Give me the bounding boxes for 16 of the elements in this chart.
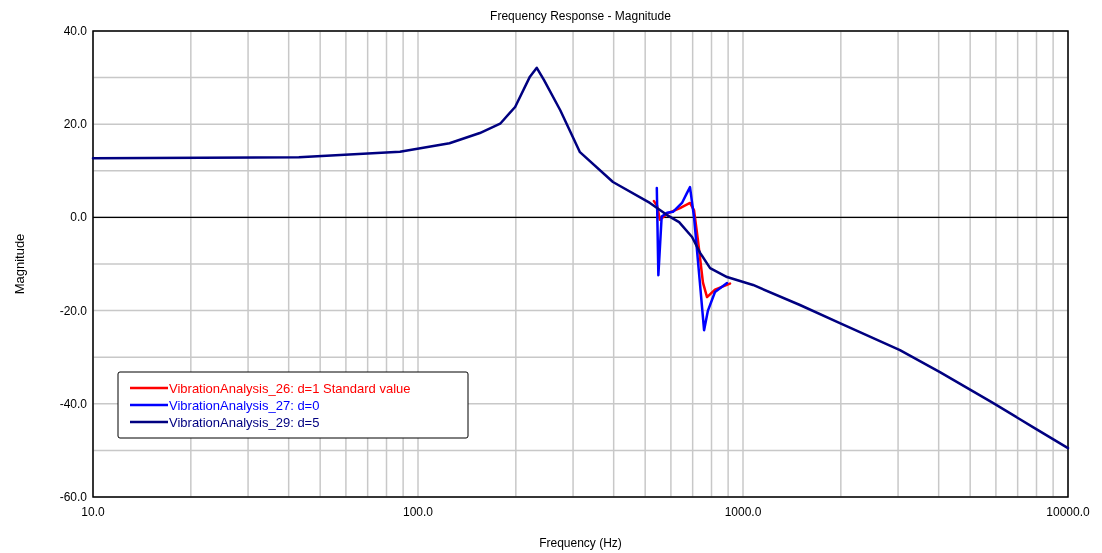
legend-label: VibrationAnalysis_29: d=5 — [169, 415, 320, 430]
y-tick-label: 0.0 — [70, 210, 88, 225]
y-tick-label: -60.0 — [59, 490, 88, 504]
chart-title: Frequency Response - Magnitude — [490, 9, 672, 23]
x-tick-label: 10000.0 — [1046, 505, 1091, 519]
x-axis-title: Frequency (Hz) — [539, 536, 622, 550]
y-tick-label: -40.0 — [59, 396, 88, 411]
y-tick-label: 20.0 — [63, 117, 88, 132]
legend-label: VibrationAnalysis_26: d=1 Standard value — [169, 381, 411, 396]
y-axis-title: Magnitude — [12, 233, 27, 295]
y-tick-label: -20.0 — [59, 303, 88, 318]
y-tick-label: 40.0 — [63, 24, 88, 38]
x-tick-label: 10.0 — [81, 505, 105, 519]
x-tick-label: 100.0 — [402, 505, 434, 519]
legend-label: VibrationAnalysis_27: d=0 — [169, 398, 320, 413]
x-tick-label: 1000.0 — [724, 505, 762, 519]
